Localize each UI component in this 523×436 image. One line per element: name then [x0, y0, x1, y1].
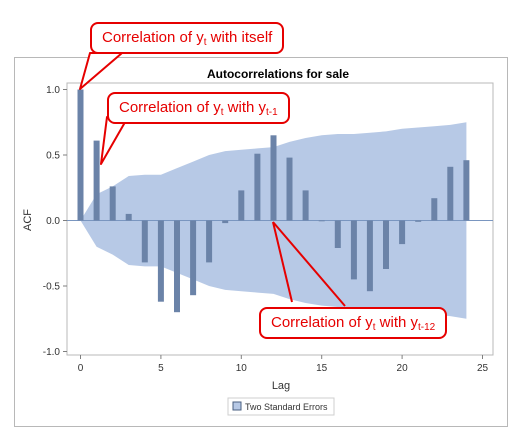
acf-bar-lag-20 [399, 220, 406, 245]
acf-bar-lag-24 [463, 160, 470, 221]
callout-lag12: Correlation of yt with yt-12 [259, 307, 448, 339]
callout-lag12-pointer-a [272, 221, 293, 303]
acf-bar-lag-13 [286, 157, 293, 221]
y-tick-label: 1.0 [46, 85, 60, 96]
callout-itself: Correlation of yt with itself [90, 22, 285, 54]
plot-border [66, 82, 494, 356]
acf-bar-lag-5 [157, 220, 164, 302]
acf-bar-lag-2 [109, 186, 116, 221]
x-axis-label: Lag [272, 380, 290, 392]
acf-bar-lag-3 [125, 213, 132, 221]
callout-lag1-mid: with y [223, 99, 267, 116]
acf-bar-lag-19 [383, 220, 389, 269]
callout-itself-pointer [79, 52, 123, 90]
acf-bar-lag-11 [254, 153, 261, 221]
x-tick-label: 25 [477, 363, 489, 374]
chart-title: Autocorrelations for sale [207, 67, 349, 81]
acf-bar-lag-4 [141, 220, 148, 263]
y-tick-label: 0.5 [46, 151, 60, 162]
callout-lag12-sub1: t [372, 322, 376, 333]
x-tick-label: 0 [78, 363, 84, 374]
legend-swatch [232, 401, 242, 411]
acf-bar-lag-21 [415, 220, 422, 222]
callout-lag12-prefix: Correlation of y [271, 314, 373, 331]
y-axis-label: ACF [22, 209, 34, 231]
acf-bar-lag-1 [93, 140, 100, 221]
callout-itself-mid: with itself [206, 29, 273, 46]
legend-label: Two Standard Errors [245, 402, 328, 412]
callout-itself-prefix: Correlation of y [102, 29, 204, 46]
acf-bar-lag-0 [77, 89, 84, 221]
acf-bar-lag-7 [190, 220, 197, 296]
y-tick-label: -1.0 [43, 347, 61, 358]
acf-bar-lag-22 [431, 198, 438, 221]
acf-bar-lag-15 [318, 220, 325, 222]
x-tick-label: 15 [316, 363, 328, 374]
acf-bar-lag-16 [334, 220, 341, 248]
acf-bar-lag-12 [270, 135, 277, 221]
callout-lag1-sub1: t [220, 107, 224, 118]
legend-box [227, 397, 335, 416]
acf-bar-lag-14 [302, 190, 309, 221]
acf-bar-lag-10 [238, 190, 245, 221]
callout-lag12-mid: with y [375, 314, 419, 331]
acf-bar-lag-17 [350, 220, 357, 280]
x-tick-label: 20 [397, 363, 409, 374]
x-tick-label: 10 [236, 363, 248, 374]
acf-bar-lag-23 [447, 166, 454, 221]
acf-bar-lag-8 [206, 220, 213, 263]
callout-lag1-pointer [100, 116, 129, 165]
callout-lag1-prefix: Correlation of y [119, 99, 221, 116]
y-tick-label: 0.0 [46, 216, 60, 227]
acf-bar-lag-6 [174, 220, 180, 313]
callout-lag1-sub2: t-1 [266, 107, 278, 118]
y-tick-label: -0.5 [43, 282, 61, 293]
callout-lag12-sub2: t-12 [418, 322, 436, 333]
x-tick-label: 5 [158, 363, 164, 374]
callout-lag12-pointer-b [272, 221, 346, 307]
acf-bar-lag-9 [222, 220, 229, 224]
callout-itself-sub1: t [203, 37, 207, 48]
acf-bar-lag-18 [366, 220, 373, 292]
callout-lag1: Correlation of yt with yt-1 [107, 92, 290, 124]
